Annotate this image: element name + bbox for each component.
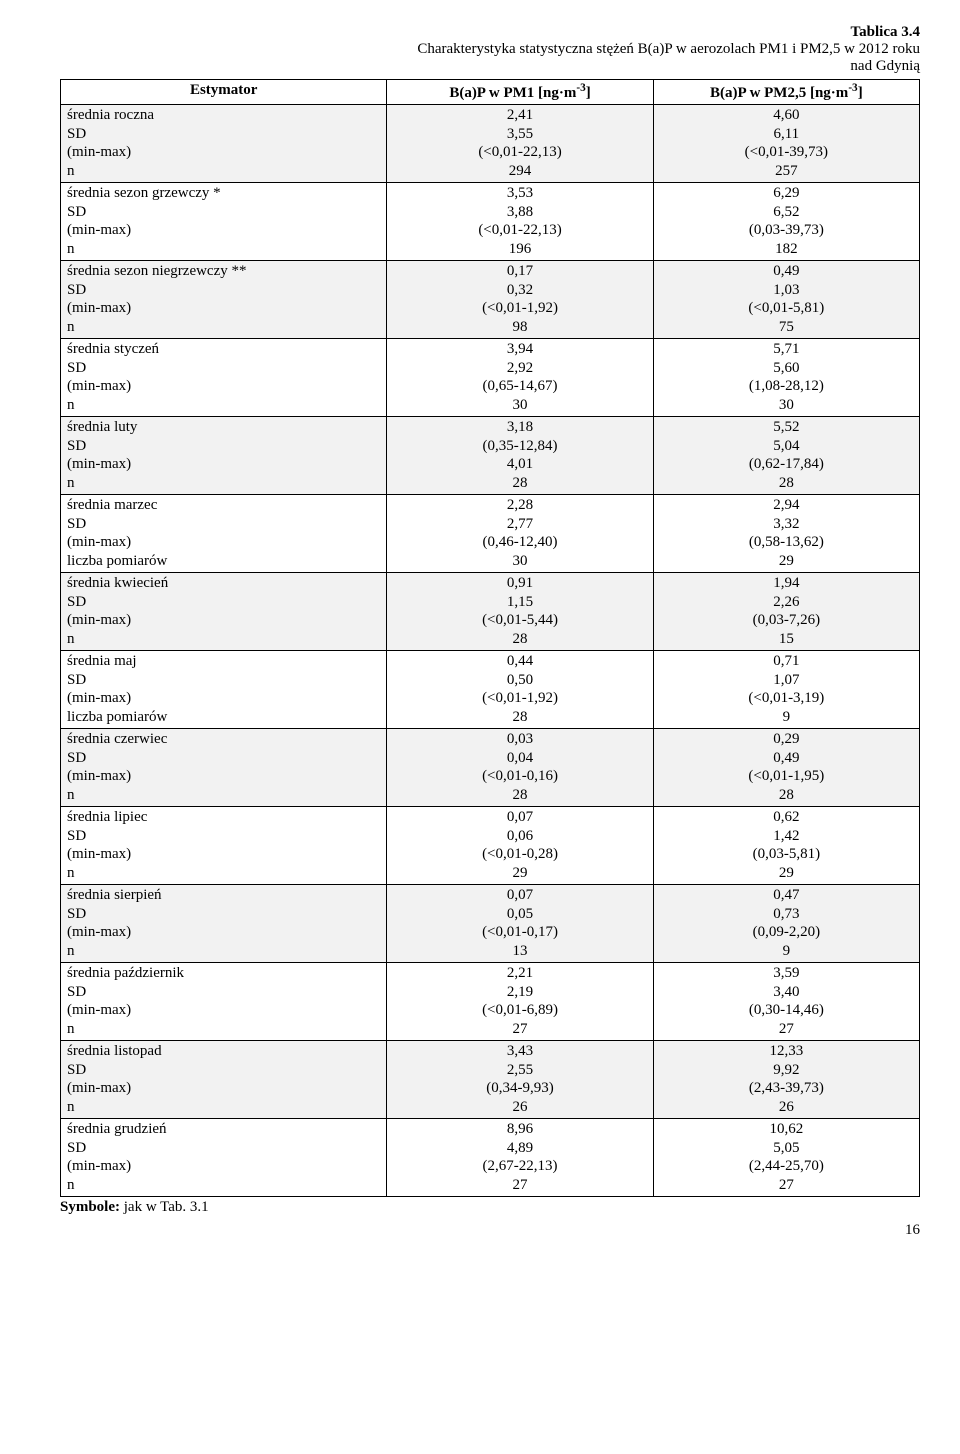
symbole-label: Symbole:	[60, 1199, 120, 1215]
footer-note: Symbole: jak w Tab. 3.1	[60, 1199, 920, 1216]
row-label-cell: średnia grudzieńSD(min-max)n	[61, 1118, 387, 1196]
row-label-cell: średnia kwiecieńSD(min-max)n	[61, 572, 387, 650]
col-pm1-prefix: B(a)P w PM1 [ng·m	[449, 85, 576, 101]
table-number: Tablica 3.4	[60, 24, 920, 41]
col-pm25: B(a)P w PM2,5 [ng·m-3]	[653, 80, 919, 105]
col-pm1-sup: -3	[576, 82, 585, 94]
row-label-cell: średnia lipiecSD(min-max)n	[61, 806, 387, 884]
row-pm1-cell: 3,432,55(0,34-9,93)26	[387, 1040, 653, 1118]
row-label-cell: średnia sezon niegrzewczy **SD(min-max)n	[61, 260, 387, 338]
row-label-cell: średnia sezon grzewczy *SD(min-max)n	[61, 182, 387, 260]
row-label-cell: średnia rocznaSD(min-max)n	[61, 104, 387, 182]
table-row: średnia sierpieńSD(min-max)n0,070,05(<0,…	[61, 884, 920, 962]
table-row: średnia marzecSD (min-max)liczba pomiaró…	[61, 494, 920, 572]
row-pm25-cell: 12,339,92(2,43-39,73)26	[653, 1040, 919, 1118]
col-pm1: B(a)P w PM1 [ng·m-3]	[387, 80, 653, 105]
table-row: średnia lipiecSD(min-max)n0,070,06(<0,01…	[61, 806, 920, 884]
row-pm1-cell: 0,170,32(<0,01-1,92)98	[387, 260, 653, 338]
title-block: Tablica 3.4 Charakterystyka statystyczna…	[60, 24, 920, 75]
row-pm25-cell: 3,593,40(0,30-14,46)27	[653, 962, 919, 1040]
table-body: średnia rocznaSD(min-max)n2,413,55(<0,01…	[61, 104, 920, 1196]
table-row: średnia lutySD(min-max)n3,18(0,35-12,84)…	[61, 416, 920, 494]
row-pm25-cell: 10,625,05(2,44-25,70)27	[653, 1118, 919, 1196]
row-pm1-cell: 0,070,05(<0,01-0,17)13	[387, 884, 653, 962]
table-row: średnia rocznaSD(min-max)n2,413,55(<0,01…	[61, 104, 920, 182]
symbole-text: jak w Tab. 3.1	[120, 1199, 209, 1215]
stats-table: Estymator B(a)P w PM1 [ng·m-3] B(a)P w P…	[60, 79, 920, 1197]
row-label-cell: średnia sierpieńSD(min-max)n	[61, 884, 387, 962]
row-pm1-cell: 0,911,15(<0,01-5,44)28	[387, 572, 653, 650]
row-pm1-cell: 0,440,50(<0,01-1,92)28	[387, 650, 653, 728]
row-pm1-cell: 2,413,55(<0,01-22,13)294	[387, 104, 653, 182]
col-pm25-suffix: ]	[858, 85, 863, 101]
row-pm25-cell: 0,470,73(0,09-2,20)9	[653, 884, 919, 962]
row-pm25-cell: 2,943,32(0,58-13,62)29	[653, 494, 919, 572]
table-caption-line1: Charakterystyka statystyczna stężeń B(a)…	[60, 41, 920, 58]
col-estimator: Estymator	[61, 80, 387, 105]
row-label-cell: średnia lutySD(min-max)n	[61, 416, 387, 494]
row-label-cell: średnia czerwiecSD(min-max)n	[61, 728, 387, 806]
row-pm1-cell: 3,533,88(<0,01-22,13)196	[387, 182, 653, 260]
row-pm25-cell: 0,491,03(<0,01-5,81)75	[653, 260, 919, 338]
table-caption-line2: nad Gdynią	[60, 58, 920, 75]
row-pm25-cell: 4,606,11(<0,01-39,73)257	[653, 104, 919, 182]
row-pm1-cell: 8,964,89(2,67-22,13)27	[387, 1118, 653, 1196]
table-row: średnia październikSD(min-max)n2,212,19(…	[61, 962, 920, 1040]
row-pm1-cell: 0,030,04(<0,01-0,16)28	[387, 728, 653, 806]
row-pm25-cell: 5,525,04(0,62-17,84)28	[653, 416, 919, 494]
table-row: średnia styczeńSD(min-max)n3,942,92(0,65…	[61, 338, 920, 416]
col-pm25-prefix: B(a)P w PM2,5 [ng·m	[710, 85, 848, 101]
table-row: średnia sezon grzewczy *SD(min-max)n3,53…	[61, 182, 920, 260]
table-header-row: Estymator B(a)P w PM1 [ng·m-3] B(a)P w P…	[61, 80, 920, 105]
table-row: średnia majSD(min-max)liczba pomiarów0,4…	[61, 650, 920, 728]
page-number: 16	[60, 1222, 920, 1239]
row-label-cell: średnia listopadSD(min-max)n	[61, 1040, 387, 1118]
table-row: średnia sezon niegrzewczy **SD(min-max)n…	[61, 260, 920, 338]
col-pm1-suffix: ]	[586, 85, 591, 101]
row-pm1-cell: 2,282,77(0,46-12,40)30	[387, 494, 653, 572]
row-pm25-cell: 0,621,42(0,03-5,81)29	[653, 806, 919, 884]
row-pm1-cell: 3,942,92(0,65-14,67)30	[387, 338, 653, 416]
table-row: średnia grudzieńSD(min-max)n8,964,89(2,6…	[61, 1118, 920, 1196]
col-pm25-sup: -3	[848, 82, 857, 94]
table-row: średnia kwiecieńSD(min-max)n0,911,15(<0,…	[61, 572, 920, 650]
row-pm1-cell: 3,18(0,35-12,84)4,0128	[387, 416, 653, 494]
row-pm25-cell: 6,296,52(0,03-39,73)182	[653, 182, 919, 260]
row-label-cell: średnia marzecSD (min-max)liczba pomiaró…	[61, 494, 387, 572]
row-pm1-cell: 0,070,06(<0,01-0,28)29	[387, 806, 653, 884]
row-label-cell: średnia majSD(min-max)liczba pomiarów	[61, 650, 387, 728]
table-row: średnia czerwiecSD(min-max)n0,030,04(<0,…	[61, 728, 920, 806]
row-pm25-cell: 1,942,26(0,03-7,26)15	[653, 572, 919, 650]
row-pm25-cell: 0,711,07(<0,01-3,19)9	[653, 650, 919, 728]
row-pm25-cell: 0,290,49(<0,01-1,95)28	[653, 728, 919, 806]
row-label-cell: średnia październikSD(min-max)n	[61, 962, 387, 1040]
row-label-cell: średnia styczeńSD(min-max)n	[61, 338, 387, 416]
table-row: średnia listopadSD(min-max)n3,432,55(0,3…	[61, 1040, 920, 1118]
row-pm25-cell: 5,715,60(1,08-28,12)30	[653, 338, 919, 416]
row-pm1-cell: 2,212,19(<0,01-6,89)27	[387, 962, 653, 1040]
